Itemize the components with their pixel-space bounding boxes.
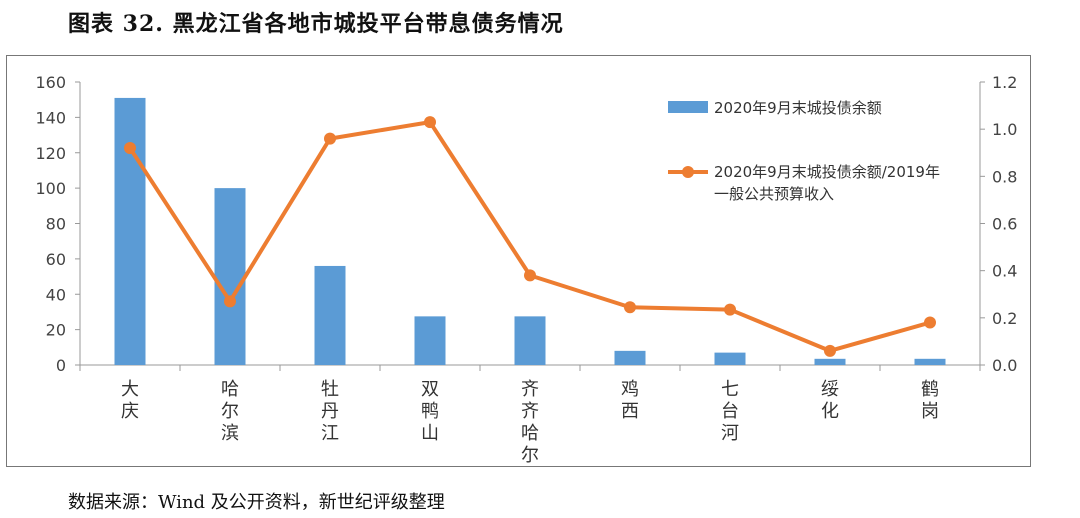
line-point (424, 116, 436, 129)
left-tick-label: 120 (35, 144, 66, 163)
line-point (124, 142, 136, 155)
legend-line-marker (682, 166, 694, 178)
bar (214, 188, 246, 365)
chart-title: 图表 32. 黑龙江省各地市城投平台带息债务情况 (68, 11, 564, 37)
line-point (324, 132, 336, 145)
left-tick-label: 140 (35, 108, 66, 127)
chart-frame (6, 55, 1031, 467)
left-tick-label: 160 (35, 73, 66, 92)
left-tick-label: 80 (46, 215, 66, 234)
bar (714, 352, 746, 365)
line-point (624, 301, 636, 314)
bar (914, 358, 946, 365)
legend-line-label: 2020年9月末城投债余额/2019年一般公共预算收入 (714, 163, 940, 203)
legend-bar-swatch (668, 101, 708, 113)
right-tick-label: 0.4 (992, 262, 1017, 281)
right-tick-label: 0.0 (992, 356, 1017, 375)
bar (514, 316, 546, 365)
bar-series (114, 97, 946, 365)
legend: 2020年9月末城投债余额 2020年9月末城投债余额/2019年一般公共预算收入 (668, 99, 940, 203)
category-label: 鹤岗 (921, 379, 939, 422)
category-label: 鸡西 (621, 379, 639, 422)
line-series (124, 116, 936, 357)
bar (414, 316, 446, 365)
right-tick-label: 1.0 (992, 120, 1017, 139)
bar (814, 358, 846, 365)
left-tick-label: 40 (46, 285, 66, 304)
category-labels: 大庆 哈尔滨 牡丹江 双鸭山 齐齐哈尔 鸡西 七台河 绥化 鹤岗 (121, 379, 939, 466)
bar (614, 350, 646, 365)
left-tick-label: 20 (46, 321, 66, 340)
category-label: 哈尔滨 (221, 379, 239, 444)
category-label: 大庆 (121, 379, 139, 422)
right-tick-label: 1.2 (992, 73, 1017, 92)
category-label: 双鸭山 (421, 379, 439, 444)
line-point (824, 344, 836, 357)
line-point (724, 303, 736, 316)
right-tick-label: 0.8 (992, 167, 1017, 186)
right-tick-label: 0.2 (992, 309, 1017, 328)
source-note: 数据来源：Wind 及公开资料，新世纪评级整理 (68, 492, 445, 513)
left-tick-label: 0 (56, 356, 66, 375)
line-point (524, 269, 536, 282)
category-label: 绥化 (821, 379, 839, 422)
left-tick-label: 60 (46, 250, 66, 269)
line-point (224, 295, 236, 308)
category-label: 牡丹江 (321, 379, 339, 444)
category-label: 七台河 (721, 379, 739, 444)
bar (314, 265, 346, 365)
left-tick-label: 100 (35, 179, 66, 198)
right-tick-label: 0.6 (992, 215, 1017, 234)
category-label: 齐齐哈尔 (521, 379, 539, 466)
legend-bar-label: 2020年9月末城投债余额 (714, 99, 882, 117)
line-point (924, 316, 936, 329)
